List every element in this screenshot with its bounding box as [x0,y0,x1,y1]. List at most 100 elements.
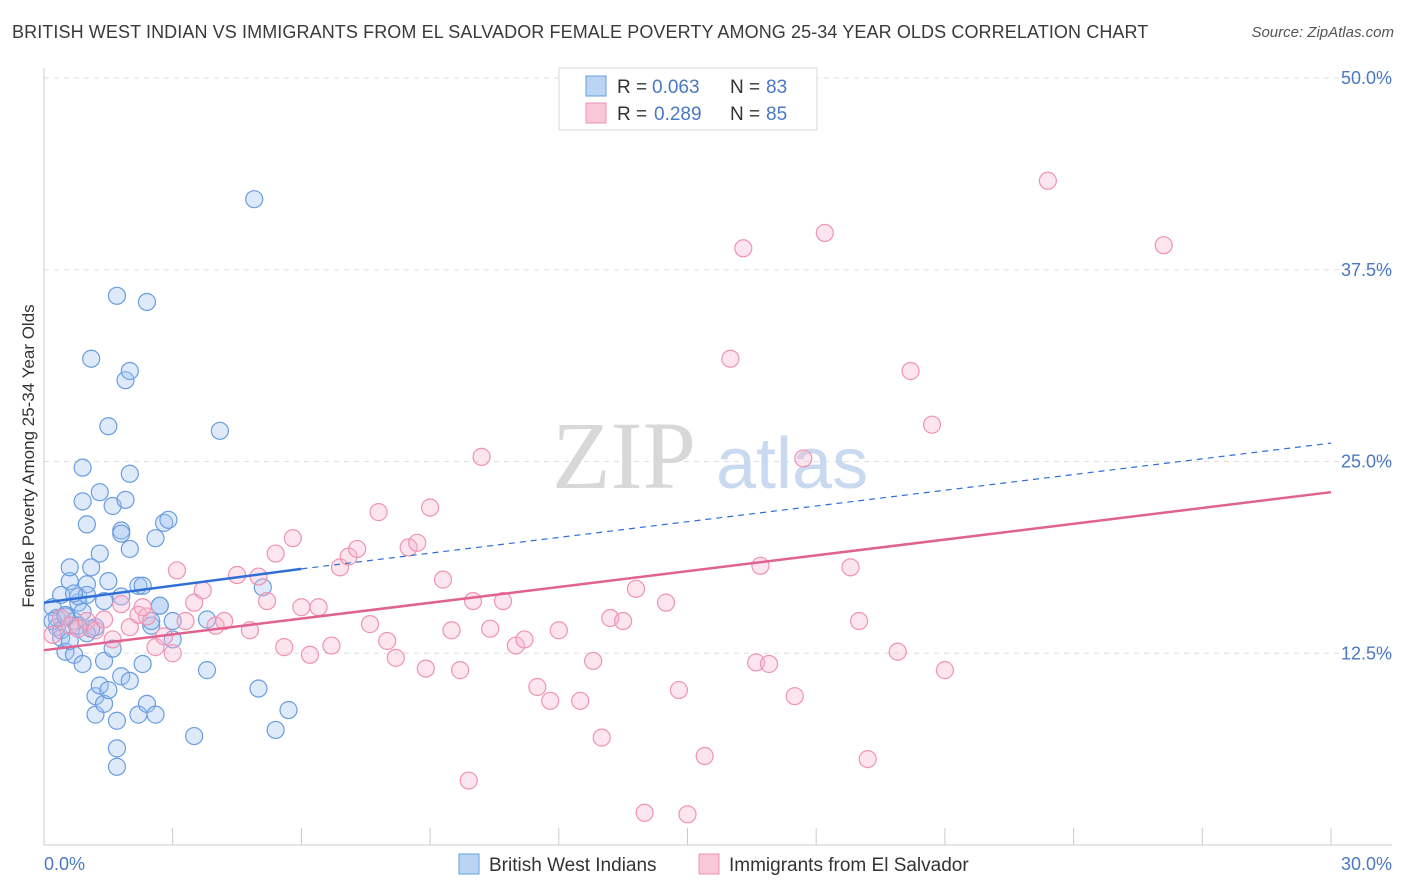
data-point [249,679,268,698]
data-point [635,803,654,822]
data-point [451,661,470,680]
data-point [120,464,139,483]
data-point [279,700,298,720]
stats-n-label-blue: N = [730,77,760,98]
data-point [794,449,813,468]
data-point [112,595,131,614]
axes [43,68,1392,846]
data-point [408,533,427,552]
data-point [721,349,740,368]
data-point [120,361,139,381]
data-point [73,458,92,477]
data-point [120,671,139,690]
legend-swatch-immigrants-from-el-salvador [698,853,720,875]
data-point [472,447,491,466]
data-point [103,639,122,658]
data-point [103,630,122,649]
stats-swatch-blue [585,75,607,97]
data-point [459,771,478,790]
data-point [656,593,676,612]
data-point [901,361,920,381]
data-point [421,498,440,517]
y-tick-label: 12.5% [1341,643,1392,663]
data-point [116,490,135,509]
data-point [163,644,182,663]
trend-line-blue-dashed [301,442,1332,570]
data-point [253,578,272,597]
data-point [935,661,955,680]
data-point [185,726,204,746]
stats-n-label-pink: N = [730,104,760,125]
data-point [245,190,264,209]
watermark-zip: ZIP [552,402,696,509]
data-point [541,691,560,710]
y-tick-label: 50.0% [1341,68,1392,88]
data-point [416,659,435,678]
data-point [82,558,101,577]
x-tick-label-max: 30.0% [1341,854,1392,874]
data-point [275,638,294,657]
stats-swatch-pink [585,102,607,124]
data-point [112,667,131,686]
data-point [266,544,285,563]
data-point [266,720,285,740]
data-point [322,636,341,655]
data-point [73,492,92,511]
stats-r-label-blue: R = [617,77,647,98]
series-legend: British West Indians Immigrants from El … [458,853,969,876]
data-point [626,579,646,598]
stats-legend: R = 0.063 N = 83 R = 0.289 N = 85 [558,67,818,131]
stats-n-value-pink: 85 [766,104,787,125]
data-point [888,642,907,661]
data-point [858,749,877,769]
data-point [163,611,182,631]
data-point [90,544,109,563]
data-point [197,661,217,680]
data-point [463,591,483,611]
data-point [309,598,328,617]
data-point [399,538,418,557]
data-point [137,292,157,312]
data-point [348,539,367,559]
legend-label-immigrants-from-el-salvador: Immigrants from El Salvador [729,855,969,876]
y-tick-label: 25.0% [1341,452,1392,472]
data-point [481,619,500,638]
stats-r-value-pink: 0.289 [654,104,702,125]
stats-n-value-blue: 83 [766,77,787,98]
data-point [137,607,157,626]
stats-r-value-blue: 0.063 [652,77,700,98]
legend-swatch-british-west-indians [458,853,480,875]
data-point [94,694,114,713]
data-point [146,705,165,724]
data-point [386,648,405,667]
data-point [60,631,79,651]
data-point [215,611,234,631]
data-point [116,371,135,390]
data-point [167,561,187,580]
data-point [614,611,633,631]
data-point [1154,236,1173,255]
data-point [77,575,97,594]
data-point [82,349,101,368]
data-point [841,558,860,577]
data-point [107,286,127,305]
data-point [283,529,302,548]
data-point [107,711,127,730]
data-point [785,687,804,706]
data-point [571,691,590,710]
data-point [528,677,547,697]
data-point [759,654,779,674]
data-point [73,654,92,674]
data-point [249,567,268,586]
y-axis-label: Female Poverty Among 25-34 Year Olds [19,304,38,607]
data-point [442,621,461,640]
data-point [257,591,277,611]
data-point [146,529,165,548]
trend-line-pink [43,490,1332,652]
data-point [185,593,204,612]
data-point [60,558,79,577]
data-point [592,728,611,747]
data-point [120,539,139,559]
data-point [43,625,62,644]
